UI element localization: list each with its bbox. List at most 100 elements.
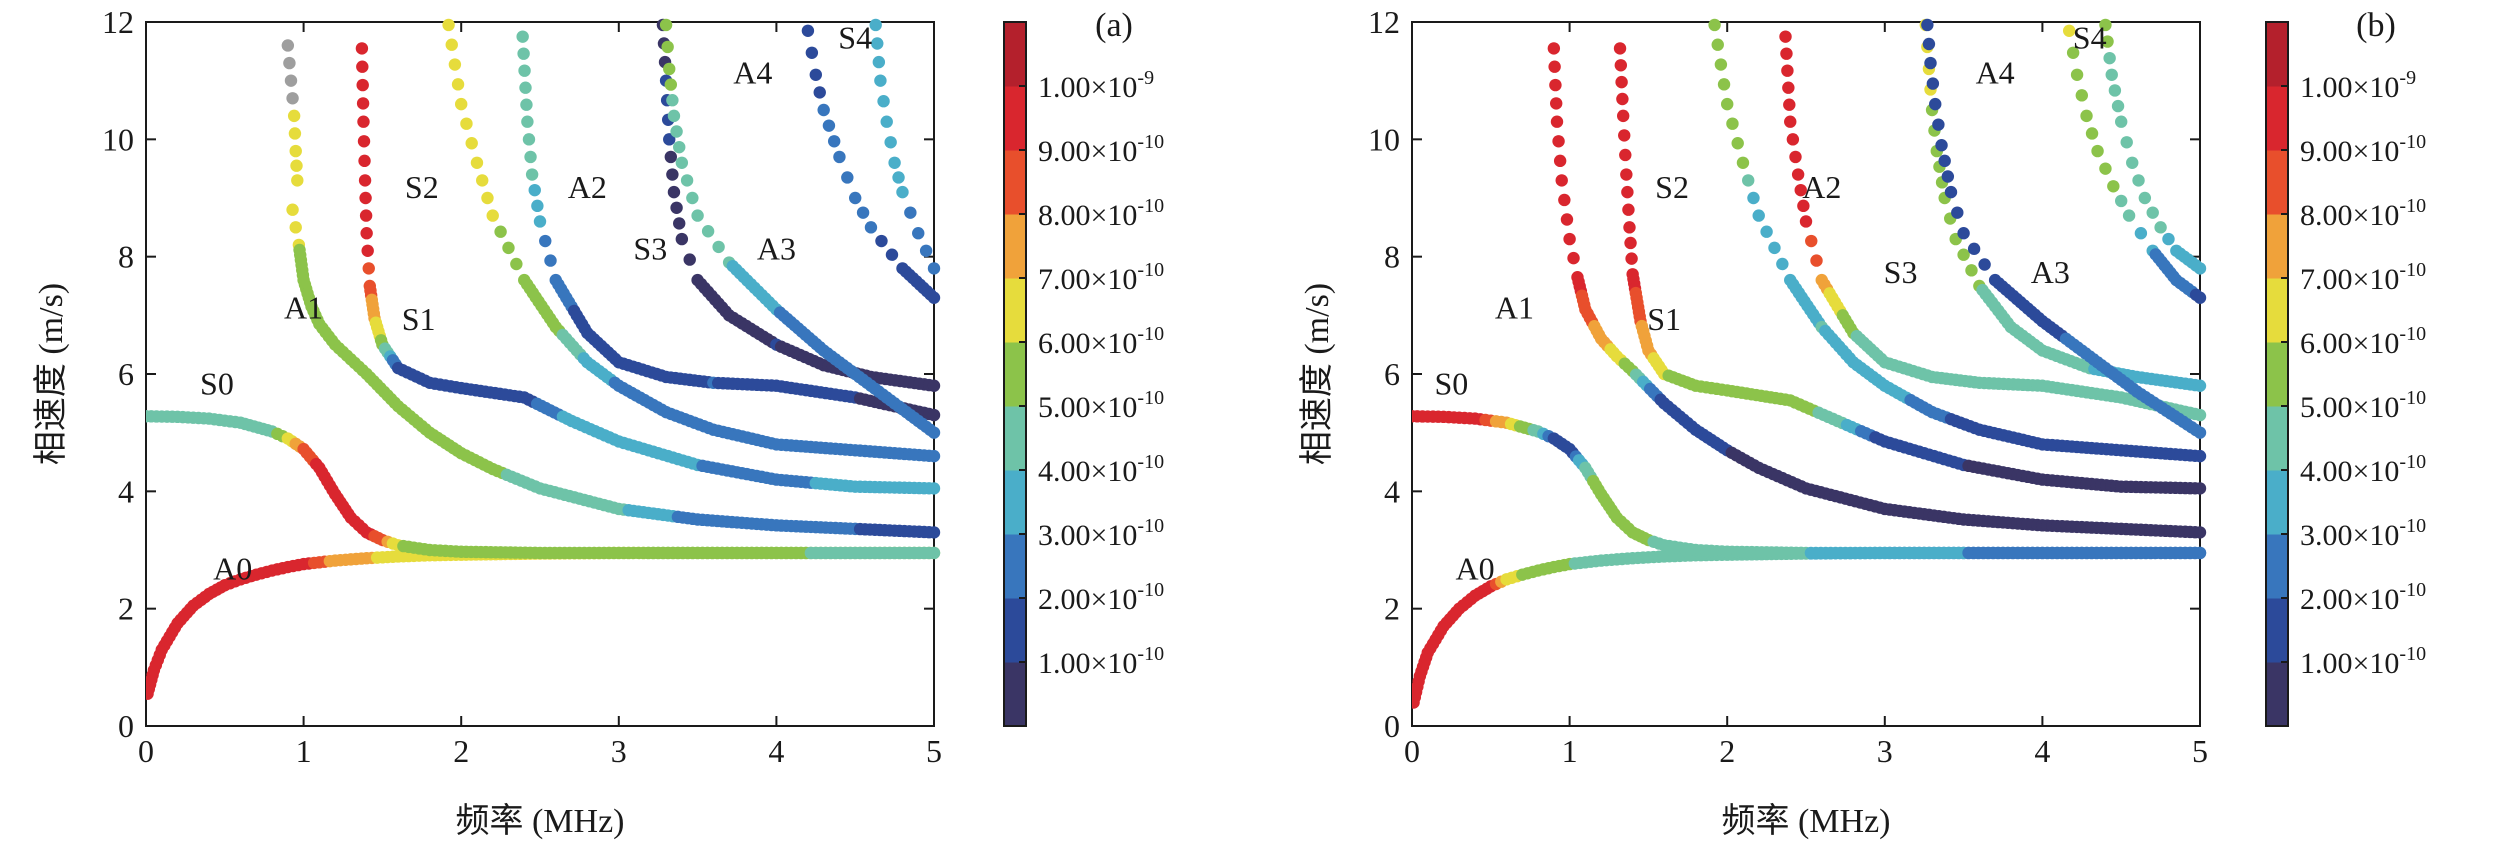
colorbar-exponent: -10 [1137, 131, 1164, 153]
y-tick-label: 4 [1384, 473, 1400, 509]
colorbar-tick-label: 6.00×10-10 [2300, 323, 2426, 360]
series-A1 [1547, 42, 2207, 539]
colorbar-exponent: -10 [2399, 195, 2426, 217]
data-point [2193, 482, 2207, 495]
data-point [667, 185, 681, 199]
data-point [520, 98, 533, 111]
colorbar-segment [2266, 214, 2288, 279]
data-point [2193, 426, 2207, 439]
y-tick-label: 12 [102, 4, 134, 40]
data-point [518, 64, 531, 77]
data-point [522, 133, 536, 146]
colorbar-mantissa: 4.00×10 [1038, 455, 1137, 488]
colorbar-mantissa: 2.00×10 [1038, 583, 1137, 616]
data-point [531, 199, 544, 213]
data-point [1613, 42, 1627, 55]
x-tick-label: 0 [138, 733, 154, 769]
data-point [664, 150, 678, 164]
x-axis-label: 频率 (MHz) [455, 802, 624, 840]
colorbar-mantissa: 7.00×10 [2300, 263, 2399, 296]
data-point [2193, 546, 2207, 560]
x-tick-label: 2 [1719, 733, 1735, 769]
data-point [2062, 24, 2076, 37]
colorbar-mantissa: 2.00×10 [2300, 583, 2399, 616]
data-point [1926, 77, 1940, 90]
y-tick-label: 6 [118, 356, 134, 392]
colorbar-tick-label: 5.00×10-10 [1038, 387, 1164, 424]
data-point [1616, 92, 1629, 106]
colorbar-exponent: -10 [1137, 451, 1164, 473]
data-point [357, 115, 370, 128]
data-point [358, 174, 372, 187]
mode-label-A2: A2 [568, 169, 607, 205]
data-point [874, 74, 887, 87]
colorbar-exponent: -10 [1137, 643, 1164, 665]
data-point [360, 227, 373, 240]
data-point [880, 115, 893, 128]
data-point [2162, 232, 2175, 246]
colorbar-tick-label: 1.00×10-10 [2300, 643, 2426, 680]
data-point [290, 159, 303, 172]
data-point [288, 127, 302, 140]
series-A3 [1921, 18, 2207, 439]
data-point [486, 209, 499, 222]
data-point [1553, 154, 1567, 168]
mode-label-A4: A4 [733, 55, 772, 91]
data-point [289, 144, 302, 158]
y-tick-label: 12 [1368, 4, 1400, 40]
colorbar-tick-label: 8.00×10-10 [1038, 195, 1164, 232]
data-point [1791, 168, 1805, 181]
colorbar-segment [1004, 150, 1026, 215]
data-point [1760, 225, 1773, 238]
data-point [281, 39, 295, 52]
colorbar-tick-label: 2.00×10-10 [2300, 579, 2426, 616]
data-point [1624, 236, 1637, 250]
colorbar-tick-label: 7.00×10-10 [1038, 259, 1164, 296]
data-point [1776, 257, 1789, 271]
data-point [2085, 127, 2099, 140]
data-point [2070, 68, 2084, 82]
mode-label-S0: S0 [200, 366, 234, 402]
colorbar-segment [2266, 150, 2288, 215]
data-point [2108, 84, 2122, 97]
series-A4 [2062, 24, 2207, 304]
data-point [2126, 156, 2139, 169]
data-layer [146, 18, 941, 700]
colorbar-frame [2265, 21, 2289, 727]
x-tick-label: 3 [1877, 733, 1893, 769]
data-point [359, 191, 372, 205]
x-tick-label: 3 [611, 733, 627, 769]
data-point [1780, 47, 1793, 60]
mode-label-S1: S1 [1647, 301, 1681, 337]
data-point [1779, 30, 1792, 43]
data-point [2193, 526, 2207, 539]
data-point [2101, 35, 2114, 48]
data-point [683, 253, 696, 266]
data-point [927, 262, 941, 275]
series-A3 [659, 18, 941, 439]
data-point [1768, 241, 1781, 255]
data-point [1616, 109, 1630, 123]
colorbar-exponent: -10 [2399, 451, 2426, 473]
data-point [356, 60, 369, 73]
mode-label-S4: S4 [838, 19, 872, 55]
data-point [809, 68, 822, 82]
y-tick-label: 0 [1384, 708, 1400, 744]
data-point [871, 37, 884, 50]
data-point [1921, 18, 1934, 32]
data-point [1620, 168, 1633, 181]
colorbar-exponent: -10 [2399, 387, 2426, 409]
colorbar-mantissa: 5.00×10 [2300, 391, 2399, 424]
data-point [885, 248, 899, 261]
colorbar-segment [1004, 406, 1026, 471]
series-A0 [146, 546, 941, 700]
data-point [1563, 232, 1576, 246]
data-point [358, 154, 371, 168]
y-axis-label: 相速度 (m/s) [1298, 283, 1336, 465]
data-point [1783, 98, 1796, 111]
series-S1 [355, 42, 941, 495]
data-point [2080, 109, 2093, 123]
data-point [1938, 154, 1951, 168]
data-point [289, 221, 302, 234]
